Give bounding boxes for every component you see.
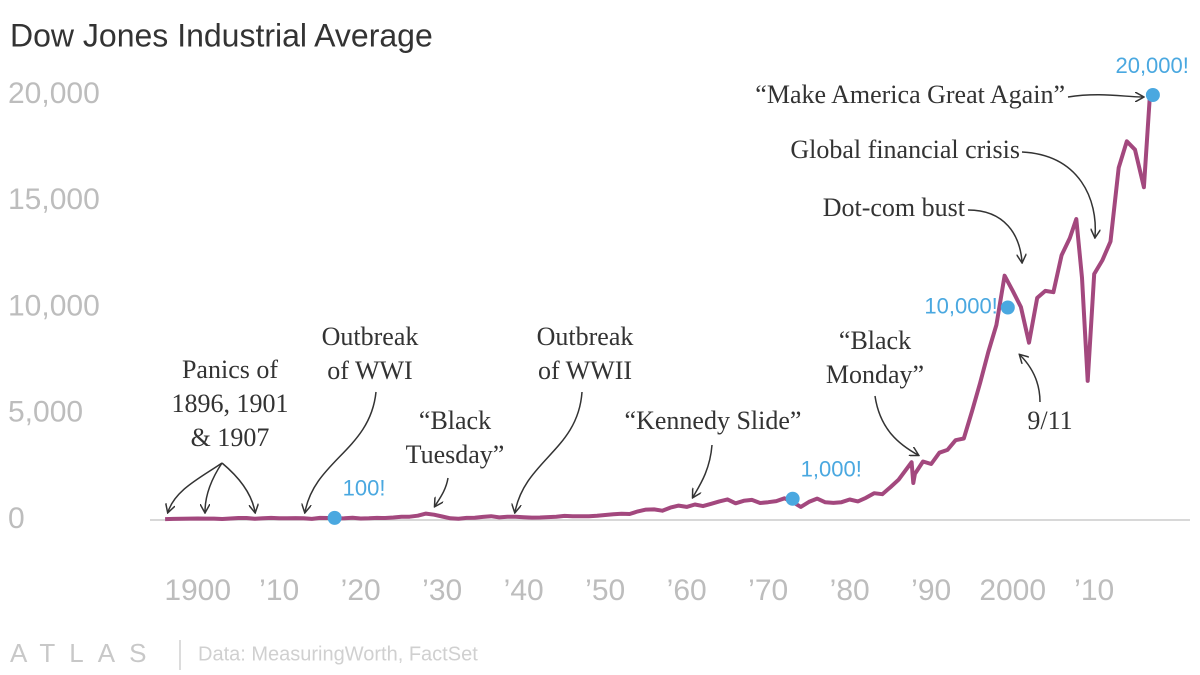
x-tick-label: ’30 <box>422 574 462 607</box>
x-tick-label: ’90 <box>911 574 951 607</box>
x-tick-label: ’50 <box>585 574 625 607</box>
annotation: Global financial crisis <box>790 135 1020 164</box>
arrow <box>874 395 918 455</box>
x-tick-label: ’40 <box>504 574 544 607</box>
annotation: 1896, 1901 <box>172 389 289 418</box>
brand: ATLAS <box>10 638 160 668</box>
x-tick-label: ’10 <box>1074 574 1114 607</box>
arrow <box>1020 355 1041 403</box>
annotation: & 1907 <box>191 423 270 452</box>
y-tick-label: 20,000 <box>8 77 100 110</box>
arrow <box>305 391 377 512</box>
annotation: Outbreak <box>322 322 419 351</box>
annotation: 9/11 <box>1027 406 1072 435</box>
arrow <box>693 444 713 497</box>
arrow <box>168 462 223 512</box>
annotation: Tuesday” <box>406 440 505 469</box>
x-tick-label: 1900 <box>164 574 231 607</box>
annotation: Panics of <box>182 355 278 384</box>
milestone-label: 10,000! <box>924 293 997 318</box>
x-tick-label: ’80 <box>830 574 870 607</box>
milestone-dot <box>785 491 800 506</box>
chart-title: Dow Jones Industrial Average <box>10 17 433 53</box>
milestone-dot <box>1000 300 1015 315</box>
annotation: “Kennedy Slide” <box>625 406 802 435</box>
milestone-dot <box>1145 88 1160 102</box>
arrow <box>221 462 255 512</box>
annotation: “Black <box>839 326 911 355</box>
x-tick-label: ’70 <box>748 574 788 607</box>
arrow <box>1021 151 1095 237</box>
annotation: “Make America Great Again” <box>755 80 1065 109</box>
y-tick-label: 10,000 <box>8 289 100 322</box>
annotation: “Black <box>419 406 491 435</box>
x-tick-label: 2000 <box>979 574 1046 607</box>
arrow <box>967 209 1022 262</box>
arrow <box>515 391 583 512</box>
annotation: Outbreak <box>537 322 634 351</box>
arrow <box>435 477 449 506</box>
x-tick-label: ’10 <box>259 574 299 607</box>
milestone-label: 20,000! <box>1115 53 1188 78</box>
milestone-dot <box>327 510 342 525</box>
annotation: of WWII <box>538 356 632 385</box>
x-tick-label: ’20 <box>341 574 381 607</box>
x-tick-label: ’60 <box>667 574 707 607</box>
annotation: Monday” <box>826 360 924 389</box>
annotation-arrows <box>168 95 1143 512</box>
milestone-label: 100! <box>343 476 386 501</box>
arrow <box>1067 95 1143 97</box>
annotation: of WWI <box>327 356 412 385</box>
y-tick-label: 5,000 <box>8 396 83 429</box>
milestone-label: 1,000! <box>801 457 862 482</box>
y-tick-label: 15,000 <box>8 183 100 216</box>
annotation: Dot-com bust <box>823 193 966 222</box>
y-tick-label: 0 <box>8 502 25 535</box>
arrow <box>205 462 223 512</box>
source: Data: MeasuringWorth, FactSet <box>198 643 478 665</box>
